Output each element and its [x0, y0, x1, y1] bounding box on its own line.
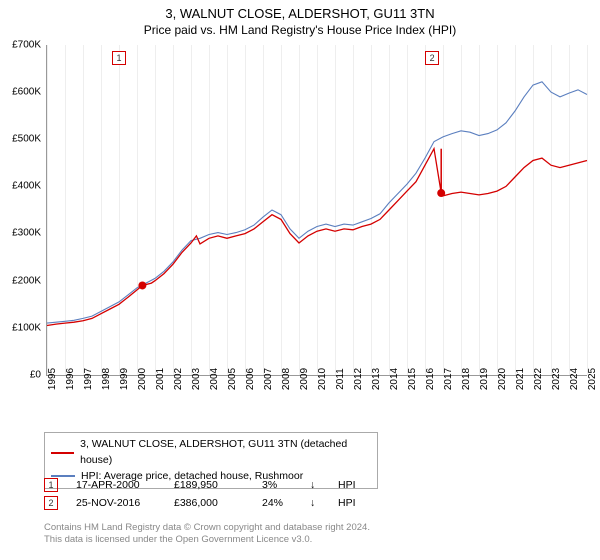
x-tick-label: 1997 [83, 368, 94, 390]
x-tick-label: 2010 [317, 368, 328, 390]
x-tick-label: 2007 [263, 368, 274, 390]
page-title: 3, WALNUT CLOSE, ALDERSHOT, GU11 3TN [0, 0, 600, 23]
marker-vs: HPI [338, 497, 368, 509]
footer-note: Contains HM Land Registry data © Crown c… [44, 522, 370, 547]
x-tick-label: 2018 [461, 368, 472, 390]
marker-id-box: 2 [44, 496, 58, 510]
y-tick-label: £500K [12, 134, 41, 145]
marker-arrow: ↓ [310, 497, 320, 509]
marker-table-row: 1 17-APR-2000 £189,950 3% ↓ HPI [44, 476, 368, 494]
x-tick-label: 2003 [191, 368, 202, 390]
x-tick-label: 1995 [47, 368, 58, 390]
marker-arrow: ↓ [310, 479, 320, 491]
x-tick-label: 2004 [209, 368, 220, 390]
chart-marker-2: 2 [425, 51, 439, 65]
marker-table: 1 17-APR-2000 £189,950 3% ↓ HPI 2 25-NOV-2016 £3… [44, 476, 368, 512]
y-tick-label: £400K [12, 181, 41, 192]
x-tick-label: 2024 [569, 368, 580, 390]
x-tick-label: 2011 [335, 368, 346, 390]
x-tick-label: 2023 [551, 368, 562, 390]
legend-label: 3, WALNUT CLOSE, ALDERSHOT, GU11 3TN (de… [80, 437, 371, 469]
x-tick-label: 2008 [281, 368, 292, 390]
y-tick-label: £100K [12, 322, 41, 333]
x-tick-label: 2000 [137, 368, 148, 390]
marker-pct: 3% [262, 479, 292, 491]
y-tick-label: £700K [12, 39, 41, 50]
x-tick-label: 2021 [515, 368, 526, 390]
chart-lines [47, 45, 587, 375]
legend-item: 3, WALNUT CLOSE, ALDERSHOT, GU11 3TN (de… [51, 437, 371, 469]
series-hpi [47, 82, 587, 323]
x-tick-label: 2016 [425, 368, 436, 390]
y-tick-label: £0 [30, 369, 41, 380]
series-property [47, 149, 587, 326]
x-tick-label: 2009 [299, 368, 310, 390]
x-tick-label: 1996 [65, 368, 76, 390]
x-tick-label: 2006 [245, 368, 256, 390]
y-tick-label: £300K [12, 228, 41, 239]
legend-swatch [51, 452, 74, 454]
footer-line2: This data is licensed under the Open Gov… [44, 534, 370, 546]
chart-plot-area: £0£100K£200K£300K£400K£500K£600K£700K199… [46, 45, 587, 376]
x-tick-label: 2001 [155, 368, 166, 390]
footer-line1: Contains HM Land Registry data © Crown c… [44, 522, 370, 534]
data-point-marker [437, 189, 445, 197]
marker-table-row: 2 25-NOV-2016 £386,000 24% ↓ HPI [44, 494, 368, 512]
x-tick-label: 1998 [101, 368, 112, 390]
x-tick-label: 2017 [443, 368, 454, 390]
marker-date: 25-NOV-2016 [76, 497, 156, 509]
x-tick-label: 2013 [371, 368, 382, 390]
y-tick-label: £600K [12, 87, 41, 98]
page-subtitle: Price paid vs. HM Land Registry's House … [0, 23, 600, 41]
x-tick-label: 2019 [479, 368, 490, 390]
marker-vs: HPI [338, 479, 368, 491]
marker-pct: 24% [262, 497, 292, 509]
x-tick-label: 2002 [173, 368, 184, 390]
x-tick-label: 2005 [227, 368, 238, 390]
marker-id-box: 1 [44, 478, 58, 492]
x-tick-label: 2015 [407, 368, 418, 390]
marker-price: £386,000 [174, 497, 244, 509]
x-tick-label: 2012 [353, 368, 364, 390]
marker-date: 17-APR-2000 [76, 479, 156, 491]
chart-marker-1: 1 [112, 51, 126, 65]
x-tick-label: 2025 [587, 368, 598, 390]
x-tick-label: 2020 [497, 368, 508, 390]
x-tick-label: 1999 [119, 368, 130, 390]
y-tick-label: £200K [12, 275, 41, 286]
x-tick-label: 2014 [389, 368, 400, 390]
x-tick-label: 2022 [533, 368, 544, 390]
data-point-marker [138, 281, 146, 289]
marker-price: £189,950 [174, 479, 244, 491]
